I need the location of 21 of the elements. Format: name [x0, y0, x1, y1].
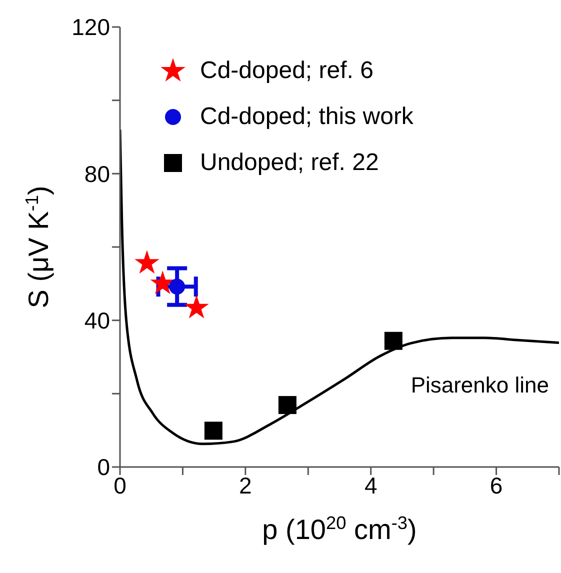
y-tick-label: 120 — [72, 14, 110, 40]
x-tick-label: 2 — [239, 472, 252, 498]
point — [150, 270, 176, 294]
legend-label: Cd-doped; ref. 6 — [200, 57, 374, 85]
y-tick-label: 80 — [84, 160, 110, 187]
x-axis-title: p (10$^{20}$ cm$^{-3}$) — [262, 513, 417, 545]
series-label: Pisarenko line — [410, 372, 549, 398]
point — [134, 250, 160, 274]
legend-label: Undoped; ref. 22 — [200, 149, 379, 177]
x-tick-label: 0 — [114, 472, 126, 498]
x-tick-label: 4 — [364, 472, 378, 498]
point — [278, 396, 296, 414]
point — [384, 332, 402, 350]
legend-label: Cd-doped; this work — [200, 103, 414, 131]
y-tick-label: 0 — [97, 454, 110, 480]
point — [184, 294, 209, 318]
point — [204, 422, 222, 440]
y-tick-label: 40 — [84, 308, 110, 334]
line-series — [120, 128, 559, 446]
x-tick-label: 6 — [490, 472, 503, 498]
point — [169, 278, 186, 295]
